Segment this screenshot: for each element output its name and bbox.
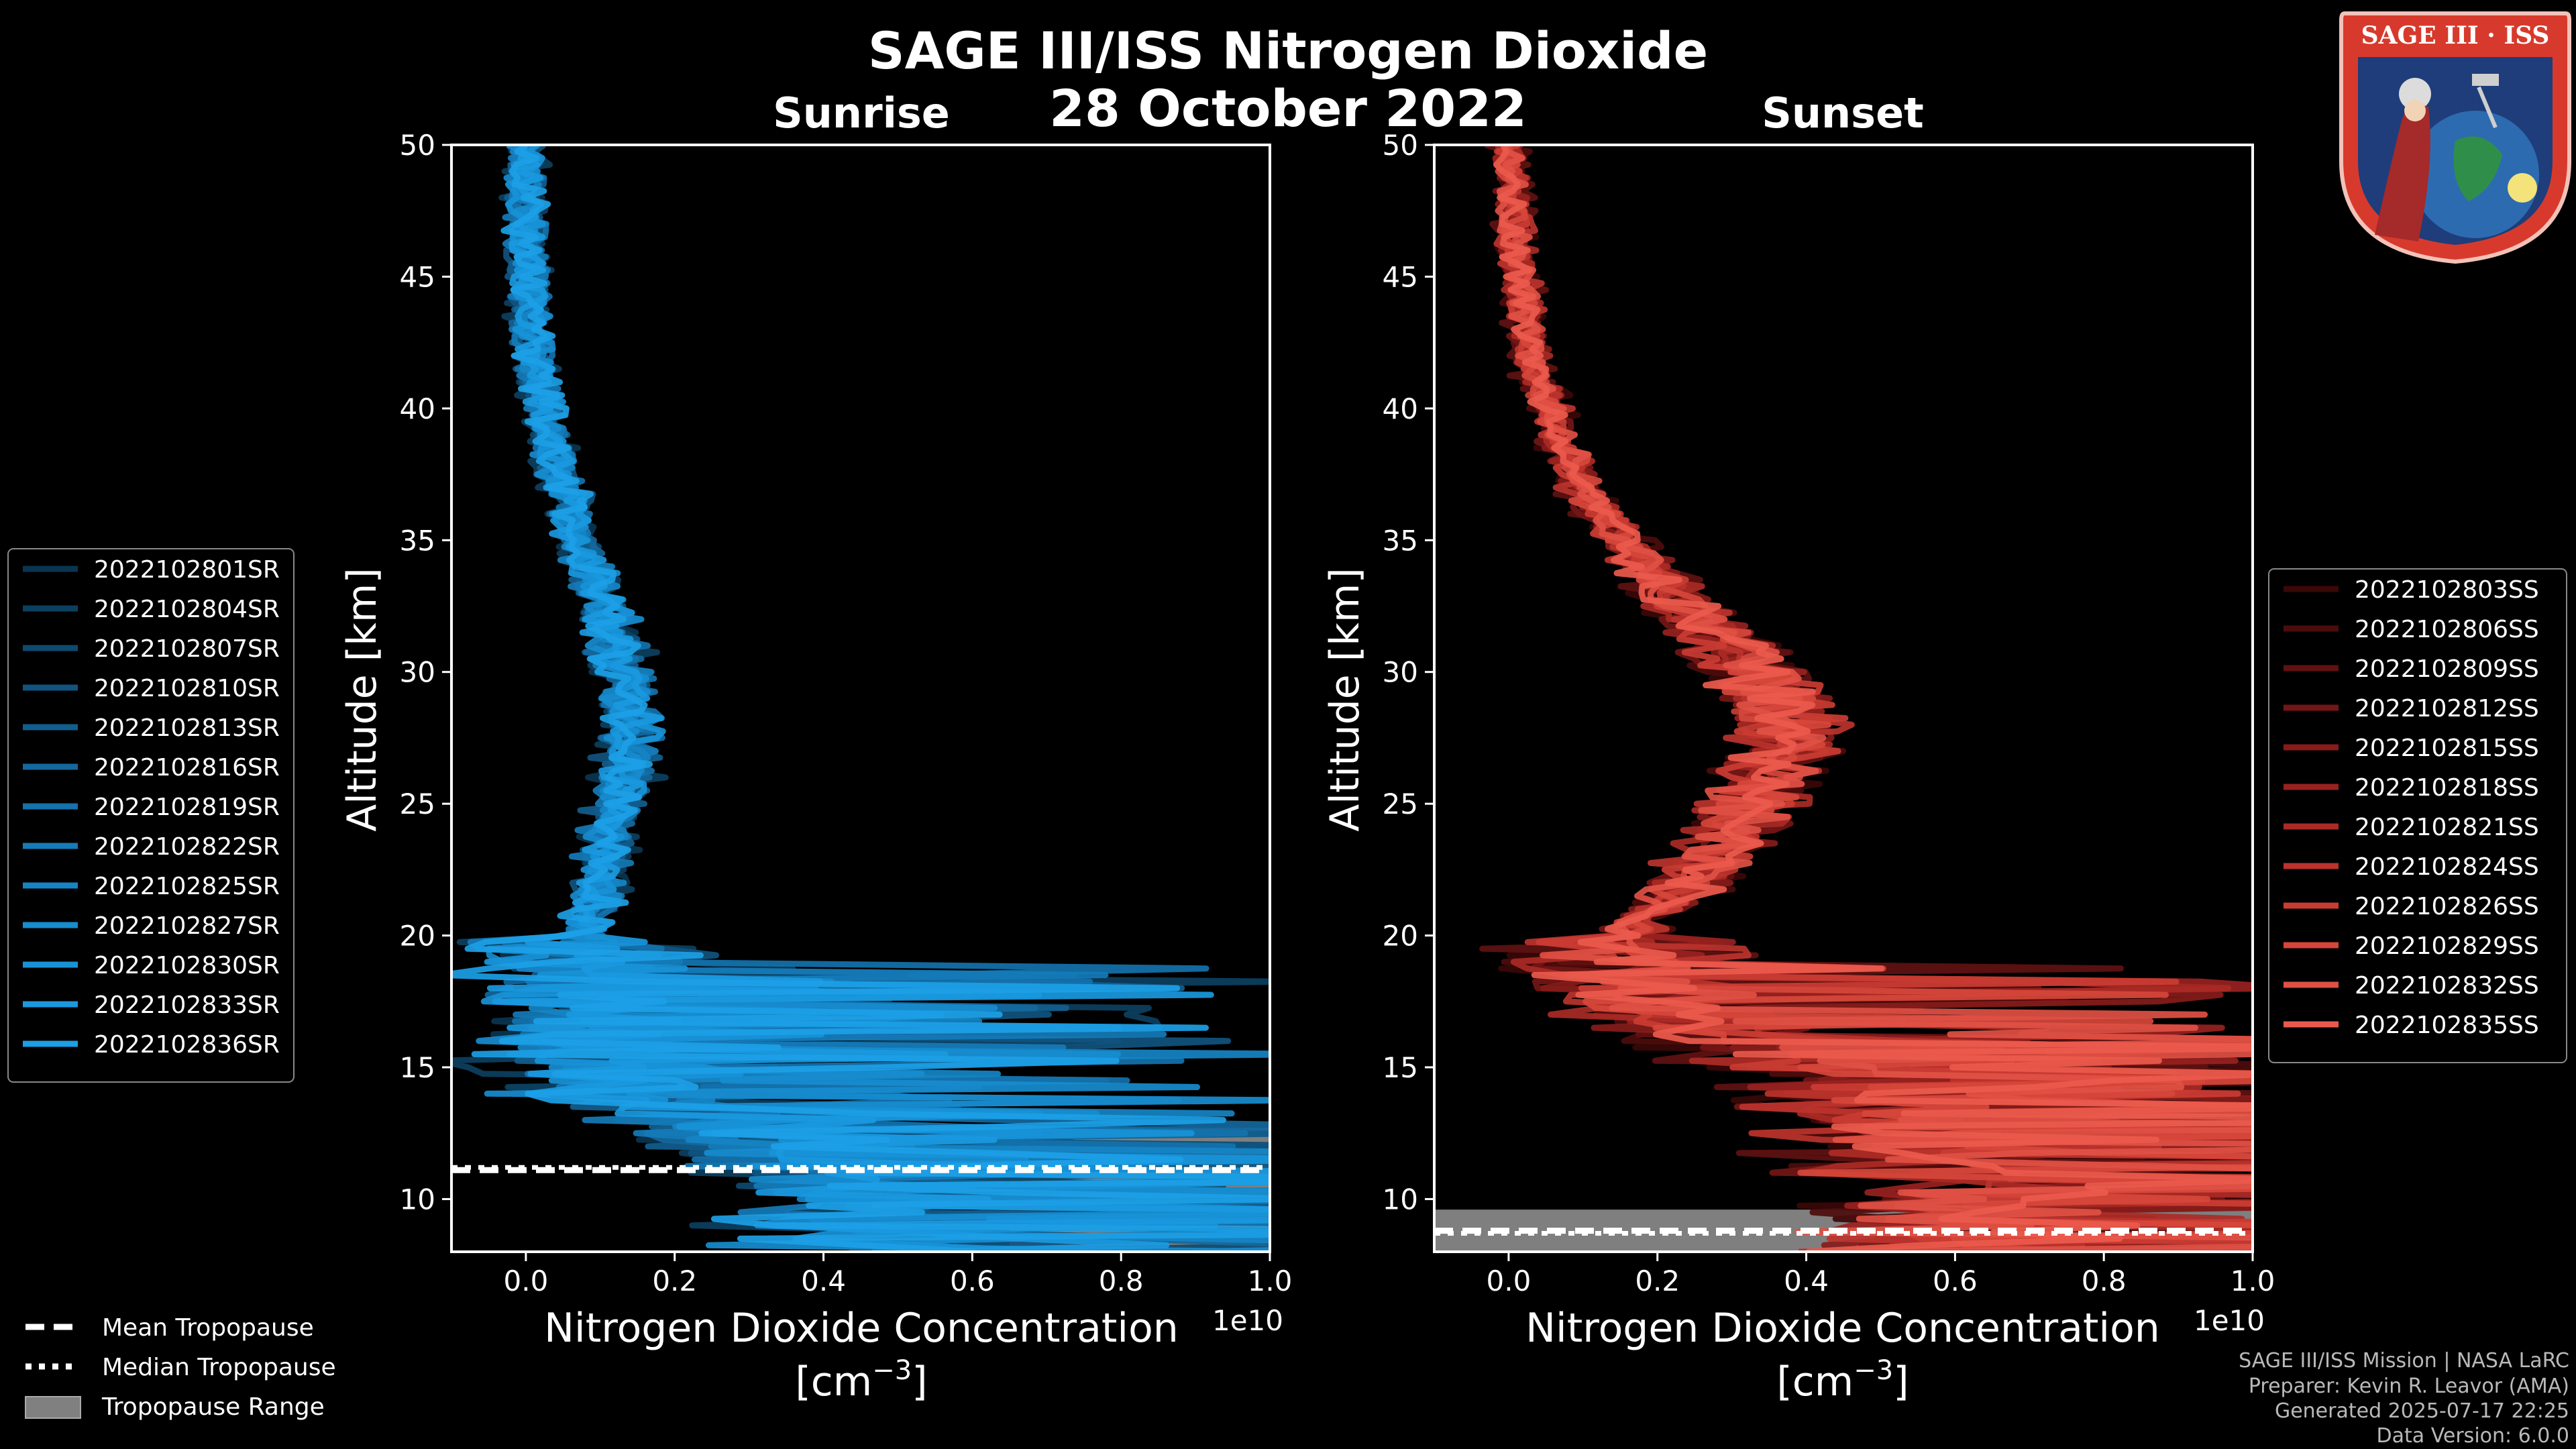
legend-entry: 2022102836SR (94, 1031, 280, 1059)
x-tick-label: 0.6 (950, 1265, 995, 1297)
tropopause-range-swatch (25, 1396, 81, 1419)
legend-entry: 2022102804SR (94, 596, 280, 623)
legend-entry: 2022102801SR (94, 556, 280, 584)
x-tick-label: 0.0 (1487, 1265, 1532, 1297)
legend-entry: 2022102824SS (2355, 853, 2539, 881)
sunset-xlabel-units: [cm−3] (1776, 1355, 1909, 1405)
sunrise-chart: 0.0 0.2 0.4 0.6 0.8 1.0 10 15 20 25 30 35 40 45 50 (400, 129, 1293, 1297)
sunrise-x-scale-label: 1e10 (1212, 1304, 1283, 1337)
y-tick-label: 40 (400, 392, 435, 425)
credits: SAGE III/ISS Mission | NASA LaRC Prepare… (2239, 1349, 2569, 1448)
legend-entry: 2022102810SR (94, 675, 280, 702)
legend-entry: 2022102806SS (2355, 616, 2539, 643)
sunrise-ylabel: Altitude [km] (339, 568, 386, 832)
legend-entry: 2022102827SR (94, 912, 280, 940)
legend-entry: 2022102832SS (2355, 972, 2539, 1000)
profile-line-2022102836SR (451, 145, 1270, 1252)
mean-tropopause-label: Mean Tropopause (102, 1314, 314, 1342)
y-tick-label: 10 (1383, 1183, 1418, 1216)
sunrise-xlabel: Nitrogen Dioxide Concentration (544, 1305, 1179, 1352)
y-tick-label: 50 (400, 129, 435, 162)
profile-line-2022102835SS (1493, 145, 2253, 1252)
sunrise-xlabel-units: [cm−3] (795, 1355, 927, 1405)
y-tick-label: 10 (400, 1183, 435, 1216)
x-tick-label: 0.2 (652, 1265, 697, 1297)
credit-data-version: Data Version: 6.0.0 (2377, 1424, 2569, 1448)
legend-entry: 2022102813SR (94, 714, 280, 742)
logo-text: SAGE III · ISS (2361, 21, 2550, 50)
legend-entry: 2022102829SS (2355, 932, 2539, 960)
y-tick-label: 25 (400, 788, 435, 820)
plot-frame (1433, 144, 2254, 1253)
sunrise-legend: 2022102801SR 2022102804SR 2022102807SR 2022… (7, 548, 294, 1083)
x-tick-label: 1.0 (1248, 1265, 1293, 1297)
legend-entry: 2022102807SR (94, 635, 280, 663)
tropopause-range-label: Tropopause Range (101, 1393, 325, 1421)
legend-entry: 2022102812SS (2355, 695, 2539, 722)
legend-entry: 2022102818SS (2355, 774, 2539, 802)
y-tick-label: 25 (1383, 788, 1418, 820)
legend-entry: 2022102835SS (2355, 1012, 2539, 1039)
credit-mission: SAGE III/ISS Mission | NASA LaRC (2239, 1349, 2569, 1373)
y-tick-label: 50 (1383, 129, 1418, 162)
y-tick-label: 15 (1383, 1051, 1418, 1084)
sunset-panel-title: Sunset (1762, 89, 1924, 138)
x-tick-label: 0.8 (1099, 1265, 1144, 1297)
x-tick-label: 0.4 (1784, 1265, 1829, 1297)
legend-entry: 2022102825SR (94, 873, 280, 900)
sage-mission-logo: SAGE III · ISS (2339, 11, 2571, 264)
legend-entry: 2022102815SS (2355, 735, 2539, 762)
y-tick-label: 20 (1383, 920, 1418, 953)
y-tick-label: 45 (400, 260, 435, 293)
y-tick-label: 30 (400, 656, 435, 689)
plot-frame (450, 144, 1271, 1253)
sunset-x-scale-label: 1e10 (2194, 1304, 2265, 1337)
legend-entry: 2022102819SR (94, 794, 280, 821)
profile-line-2022102832SS (1495, 145, 2253, 1252)
x-tick-label: 0.4 (801, 1265, 846, 1297)
sunset-ylabel: Altitude [km] (1322, 568, 1368, 832)
sunset-legend: 2022102803SS 2022102806SS 2022102809SS 2022… (2268, 568, 2567, 1063)
legend-frame (2268, 568, 2567, 1063)
legend-entry: 2022102809SS (2355, 655, 2539, 683)
y-tick-label: 20 (400, 920, 435, 953)
sunset-xlabel: Nitrogen Dioxide Concentration (1525, 1305, 2160, 1352)
figure-title: SAGE III/ISS Nitrogen Dioxide (868, 21, 1708, 80)
legend-entry: 2022102803SS (2355, 576, 2539, 604)
sunset-chart: 0.0 0.2 0.4 0.6 0.8 1.0 10 15 20 25 30 35 40 45 50 (1383, 129, 2275, 1297)
sunrise-panel-title: Sunrise (773, 89, 950, 138)
y-tick-label: 35 (400, 524, 435, 557)
y-tick-label: 30 (1383, 656, 1418, 689)
median-tropopause-label: Median Tropopause (102, 1354, 336, 1381)
figure-date: 28 October 2022 (1049, 78, 1527, 138)
legend-entry: 2022102821SS (2355, 814, 2539, 841)
profile-line-2022102829SS (1495, 145, 2253, 1252)
legend-entry: 2022102830SR (94, 952, 280, 979)
legend-entry: 2022102833SR (94, 991, 280, 1019)
credit-generated: Generated 2025-07-17 22:25 (2275, 1399, 2569, 1423)
credit-preparer: Preparer: Kevin R. Leavor (AMA) (2249, 1375, 2569, 1398)
x-tick-label: 0.8 (2082, 1265, 2127, 1297)
x-tick-label: 0.6 (1933, 1265, 1978, 1297)
x-tick-label: 1.0 (2231, 1265, 2275, 1297)
legend-entry: 2022102816SR (94, 754, 280, 782)
legend-entry: 2022102826SS (2355, 893, 2539, 920)
y-tick-label: 15 (400, 1051, 435, 1084)
x-tick-label: 0.0 (504, 1265, 549, 1297)
legend-entry: 2022102822SR (94, 833, 280, 861)
y-tick-label: 40 (1383, 392, 1418, 425)
y-tick-label: 35 (1383, 524, 1418, 557)
legend-frame (7, 548, 294, 1083)
x-tick-label: 0.2 (1635, 1265, 1680, 1297)
y-tick-label: 45 (1383, 260, 1418, 293)
tropopause-legend: Mean Tropopause Median Tropopause Tropop… (25, 1314, 336, 1421)
